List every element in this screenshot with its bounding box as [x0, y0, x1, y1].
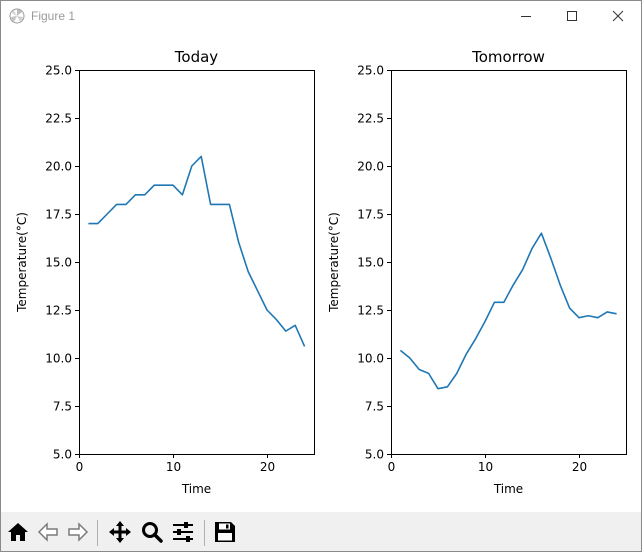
y-tick-label: 12.5: [45, 304, 72, 318]
forward-button[interactable]: [64, 518, 92, 546]
y-tick-label: 10.0: [45, 352, 72, 366]
y-tick-label: 17.5: [357, 208, 384, 222]
close-icon: [612, 10, 624, 22]
series-line: [399, 232, 617, 390]
save-button[interactable]: [211, 518, 239, 546]
back-button[interactable]: [34, 518, 62, 546]
forward-arrow-icon: [68, 522, 89, 542]
y-tick-label: 22.5: [45, 112, 72, 126]
axes-frame: [79, 70, 315, 455]
y-tick-label: 15.0: [357, 256, 384, 270]
y-axis-label: Temperature(°C): [327, 212, 341, 313]
x-tick-label: 10: [478, 460, 493, 474]
y-tick-label: 5.0: [365, 448, 384, 462]
chart-title: Tomorrow: [471, 48, 545, 66]
y-axis-label: Temperature(°C): [15, 212, 29, 313]
axes-frame: [391, 70, 627, 455]
maximize-button[interactable]: [549, 1, 595, 31]
y-tick-label: 7.5: [53, 400, 72, 414]
subplot-tomorrow: 0 10 20 5.0 7.5 10.0 12.5 15.0 17.5 20.0 22.5 25.0 T…: [327, 48, 627, 496]
y-tick-label: 20.0: [45, 160, 72, 174]
toolbar-separator: [97, 520, 98, 546]
y-tick-label: 25.0: [45, 64, 72, 78]
x-tick-label: 10: [166, 460, 181, 474]
y-tick-label: 25.0: [357, 64, 384, 78]
chart-title: Today: [174, 48, 219, 66]
matplotlib-logo-icon: [9, 8, 25, 24]
y-tick-label: 15.0: [45, 256, 72, 270]
navigation-toolbar: [1, 512, 641, 551]
x-tick-label: 0: [388, 460, 396, 474]
y-tick-label: 7.5: [365, 400, 384, 414]
save-floppy-icon: [215, 522, 235, 542]
x-axis-label: Time: [181, 482, 211, 496]
y-tick-label: 20.0: [357, 160, 384, 174]
y-tick-label: 12.5: [357, 304, 384, 318]
minimize-button[interactable]: [503, 1, 549, 31]
x-tick-label: 20: [260, 460, 275, 474]
series-line: [88, 155, 306, 347]
pan-button[interactable]: [106, 518, 134, 546]
toolbar-separator: [204, 520, 205, 546]
configure-subplots-icon: [173, 522, 193, 542]
pan-move-icon: [109, 521, 131, 543]
window-title: Figure 1: [31, 9, 76, 23]
zoom-button[interactable]: [138, 518, 166, 546]
maximize-icon: [567, 11, 577, 21]
x-tick-label: 20: [572, 460, 587, 474]
y-tick-label: 10.0: [357, 352, 384, 366]
figure-canvas[interactable]: 0 10 20 5.0 7.5 10.0 12.5 15.0 17.5 20.0 22.5 25.0 T…: [1, 31, 641, 511]
home-icon: [8, 523, 28, 541]
minimize-icon: [521, 16, 531, 17]
configure-subplots-button[interactable]: [169, 518, 197, 546]
home-button[interactable]: [4, 518, 32, 546]
x-tick-label: 0: [76, 460, 84, 474]
title-bar[interactable]: Figure 1: [1, 1, 641, 31]
y-tick-label: 17.5: [45, 208, 72, 222]
zoom-magnifier-icon: [142, 522, 163, 543]
figure-svg: 0 10 20 5.0 7.5 10.0 12.5 15.0 17.5 20.0 22.5 25.0 T…: [15, 48, 627, 496]
y-tick-label: 5.0: [53, 448, 72, 462]
back-arrow-icon: [37, 522, 58, 542]
y-tick-label: 22.5: [357, 112, 384, 126]
close-button[interactable]: [595, 1, 641, 31]
subplot-today: 0 10 20 5.0 7.5 10.0 12.5 15.0 17.5 20.0 22.5 25.0 T…: [15, 48, 315, 496]
x-axis-label: Time: [493, 482, 523, 496]
